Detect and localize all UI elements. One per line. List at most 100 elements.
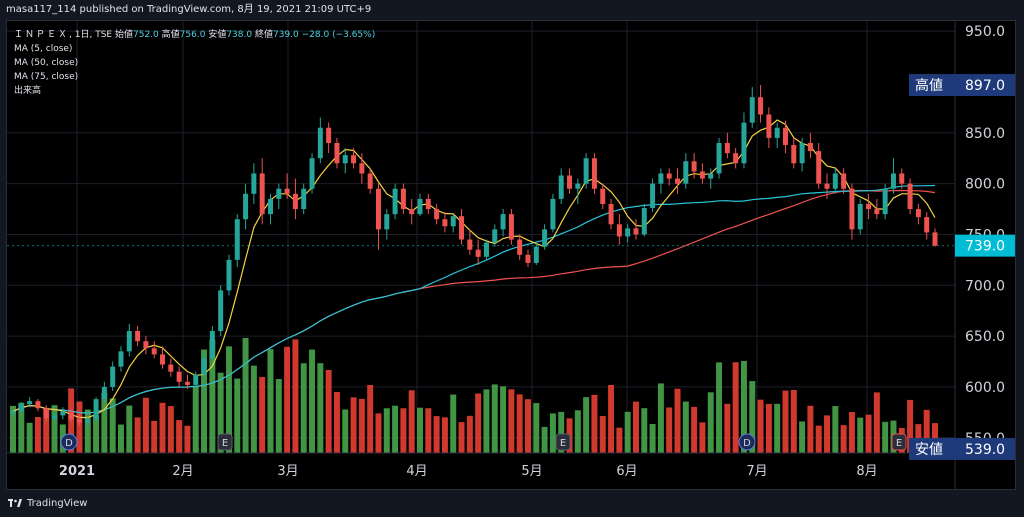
- candle-body: [467, 239, 473, 250]
- event-marker-label: D: [65, 438, 73, 449]
- candle-body: [392, 188, 398, 215]
- candle-body: [359, 163, 365, 174]
- legend-ma50[interactable]: MA (50, close): [14, 58, 79, 68]
- volume-bar: [292, 339, 299, 453]
- candle-body: [243, 193, 249, 220]
- event-marker-label: E: [222, 438, 228, 449]
- volume-bar: [508, 389, 515, 453]
- candle-body: [849, 188, 855, 230]
- candle-body: [68, 411, 74, 420]
- candle-body: [716, 142, 722, 174]
- volume-bar: [184, 425, 191, 453]
- legend-interval: 1日: [74, 30, 90, 40]
- candle-body: [841, 173, 847, 189]
- volume-bar: [367, 385, 374, 453]
- candle-body: [907, 183, 913, 210]
- price-markers: 高値 897.0 739.0 安値 539.0: [909, 74, 1015, 460]
- volume-bar: [34, 417, 41, 453]
- candle-body: [409, 209, 415, 215]
- volume-bar: [317, 363, 324, 453]
- candle-body: [52, 415, 58, 419]
- candle-body: [334, 142, 340, 164]
- volume-bar: [599, 415, 606, 453]
- volume-bar: [807, 405, 814, 453]
- candle-body: [168, 364, 174, 372]
- candle-body: [799, 142, 805, 164]
- price-marker-box: [955, 234, 1015, 257]
- candle-body: [351, 155, 357, 164]
- volume-bar: [26, 422, 33, 453]
- volume-bar: [475, 393, 482, 453]
- volume-bar: [425, 408, 432, 453]
- candle-body: [807, 142, 813, 152]
- volume-bar: [716, 362, 723, 453]
- volume-bar: [201, 349, 208, 453]
- volume-bar: [350, 397, 357, 453]
- volume-bar: [134, 417, 141, 453]
- x-tick-label: 4月: [406, 464, 427, 479]
- volume-bar: [383, 408, 390, 453]
- candle-body: [890, 173, 896, 189]
- candle-body: [450, 216, 456, 227]
- x-tick-label: 7月: [746, 464, 767, 479]
- volume-bar: [458, 422, 465, 453]
- y-tick-label: 700.0: [965, 278, 1005, 294]
- candle-body: [816, 151, 822, 184]
- volume-bar: [151, 420, 158, 453]
- candle-body: [301, 188, 307, 210]
- event-marker-earnings: [217, 433, 233, 451]
- volume-bar: [824, 415, 831, 453]
- volume-bar: [608, 384, 615, 453]
- volume-bar: [616, 427, 623, 453]
- candle-body: [234, 219, 240, 260]
- volume-bar: [126, 405, 133, 453]
- price-marker-value: 539.0: [965, 442, 1005, 458]
- volume-bar: [234, 378, 241, 453]
- y-tick-label: 850.0: [965, 126, 1005, 142]
- candle-body: [691, 161, 697, 172]
- volume-bar: [840, 425, 847, 453]
- volume-bar: [873, 392, 880, 453]
- legend-high: 756.0: [179, 30, 206, 40]
- volume-bar: [433, 416, 440, 453]
- candle-body: [766, 114, 772, 138]
- volume-bar: [275, 379, 282, 453]
- x-tick-label: 2021: [59, 464, 95, 479]
- volume-bar: [549, 413, 556, 453]
- volume-bar: [632, 401, 639, 453]
- volume-bar: [93, 415, 100, 453]
- legend-ma75[interactable]: MA (75, close): [14, 72, 79, 82]
- candle-body: [309, 158, 315, 189]
- time-axis[interactable]: 2021 2月 3月 4月 5月 6月 7月 8月: [59, 464, 878, 479]
- candle-body: [276, 188, 282, 199]
- legend-ma5[interactable]: MA (5, close): [14, 44, 73, 54]
- legend-low-label: 安値: [208, 30, 227, 40]
- volume-bar: [749, 381, 756, 453]
- candle-body: [791, 145, 797, 164]
- candle-body: [18, 404, 24, 412]
- candle-body: [699, 171, 705, 179]
- candle-body: [608, 203, 614, 225]
- volume-bar: [500, 386, 507, 453]
- legend-volume[interactable]: 出来高: [14, 86, 42, 96]
- volume-bars: [10, 338, 938, 453]
- x-tick-label: 3月: [277, 464, 298, 479]
- volume-bar: [765, 403, 772, 453]
- candle-body: [251, 173, 257, 194]
- volume-bar: [732, 362, 739, 453]
- volume-bar: [259, 376, 266, 453]
- candle-body: [650, 183, 656, 209]
- price-marker-value: 897.0: [965, 78, 1005, 94]
- moving-averages: [12, 119, 936, 419]
- volume-bar: [815, 425, 822, 453]
- candle-body: [459, 216, 465, 240]
- candle-body: [517, 239, 523, 255]
- footer: TradingView: [0, 490, 1024, 517]
- legend-symbol: ＩＮＰＥＸ: [14, 30, 70, 40]
- volume-bar: [799, 421, 806, 453]
- volume-bar: [483, 389, 490, 453]
- candles: [10, 85, 938, 428]
